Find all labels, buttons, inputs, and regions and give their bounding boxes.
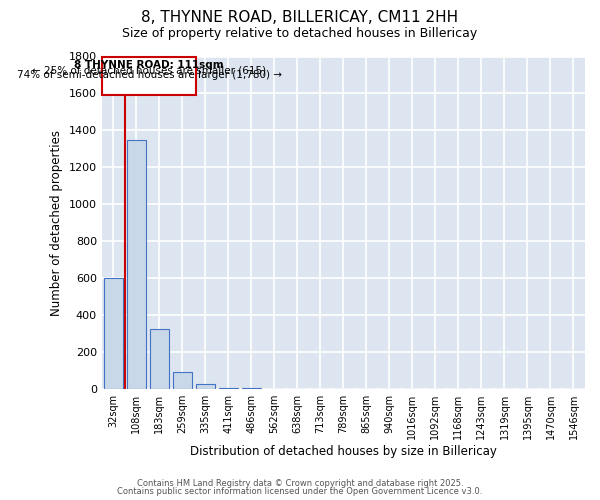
Text: ← 25% of detached houses are smaller (615): ← 25% of detached houses are smaller (61… [32, 66, 266, 76]
Bar [173, 372, 192, 388]
Text: 8 THYNNE ROAD: 111sqm: 8 THYNNE ROAD: 111sqm [74, 60, 224, 70]
Text: Contains HM Land Registry data © Crown copyright and database right 2025.: Contains HM Land Registry data © Crown c… [137, 478, 463, 488]
X-axis label: Distribution of detached houses by size in Billericay: Distribution of detached houses by size … [190, 444, 497, 458]
Bar [104, 278, 123, 388]
Y-axis label: Number of detached properties: Number of detached properties [50, 130, 63, 316]
Bar [127, 140, 146, 388]
Bar [196, 384, 215, 388]
Text: 74% of semi-detached houses are larger (1,780) →: 74% of semi-detached houses are larger (… [17, 70, 282, 81]
Text: Contains public sector information licensed under the Open Government Licence v3: Contains public sector information licen… [118, 487, 482, 496]
FancyBboxPatch shape [103, 56, 196, 96]
Text: Size of property relative to detached houses in Billericay: Size of property relative to detached ho… [122, 28, 478, 40]
Bar [149, 328, 169, 388]
Text: 8, THYNNE ROAD, BILLERICAY, CM11 2HH: 8, THYNNE ROAD, BILLERICAY, CM11 2HH [142, 10, 458, 25]
